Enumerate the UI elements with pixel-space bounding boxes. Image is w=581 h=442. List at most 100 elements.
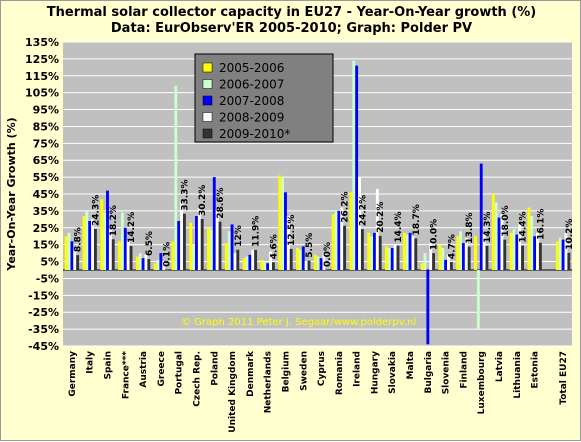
x-tick-label: Bulgaria bbox=[424, 351, 434, 393]
bar bbox=[564, 232, 568, 270]
bar bbox=[82, 215, 86, 270]
bar bbox=[73, 249, 77, 270]
y-tick-label: -5% bbox=[36, 272, 59, 285]
legend-label: 2007-2008 bbox=[219, 94, 284, 108]
bar bbox=[224, 242, 228, 270]
bar bbox=[85, 210, 89, 270]
x-tick-label: Total EU27 bbox=[559, 351, 569, 405]
y-tick-label: 95% bbox=[33, 104, 59, 117]
x-tick-label: Slovenia bbox=[442, 351, 452, 394]
bar bbox=[567, 252, 571, 270]
bar bbox=[254, 249, 258, 270]
y-tick-label: 65% bbox=[33, 154, 59, 167]
bar bbox=[485, 245, 489, 270]
bar bbox=[476, 270, 480, 330]
bar bbox=[367, 232, 371, 270]
bar bbox=[111, 239, 115, 270]
y-tick-label: 115% bbox=[25, 70, 59, 83]
bar bbox=[405, 234, 409, 270]
bar bbox=[396, 245, 400, 270]
y-tick-label: 55% bbox=[33, 171, 59, 184]
bar bbox=[375, 188, 379, 270]
bar bbox=[558, 237, 562, 270]
bar bbox=[355, 65, 359, 270]
x-tick-label: Finland bbox=[459, 351, 469, 389]
y-tick-label: 45% bbox=[33, 188, 59, 201]
bar bbox=[538, 242, 542, 270]
legend-swatch bbox=[202, 79, 213, 89]
data-label: 14.4% bbox=[519, 211, 529, 242]
bar bbox=[497, 217, 501, 270]
bar bbox=[527, 207, 531, 270]
bar bbox=[533, 236, 537, 270]
bar bbox=[352, 60, 356, 270]
bar bbox=[467, 246, 471, 270]
x-tick-label: Malta bbox=[406, 351, 416, 380]
x-tick-label: Czech Rep. bbox=[192, 351, 202, 407]
x-tick-label: Spain bbox=[103, 351, 113, 380]
watermark: © Graph 2011 Peter J. Segaar/www.polderp… bbox=[181, 317, 416, 328]
x-tick-label: Portugal bbox=[175, 351, 185, 395]
bar bbox=[227, 231, 231, 270]
bar bbox=[182, 213, 186, 270]
bar bbox=[242, 258, 246, 270]
bar bbox=[482, 234, 486, 270]
y-tick-label: 105% bbox=[25, 87, 59, 100]
bar bbox=[248, 254, 252, 270]
bar bbox=[207, 227, 210, 270]
bar bbox=[88, 221, 92, 270]
data-label: 20.2% bbox=[376, 202, 386, 233]
bar bbox=[215, 209, 219, 270]
data-label: 18.2% bbox=[109, 205, 119, 236]
bar bbox=[307, 260, 311, 270]
data-label: 5.5% bbox=[305, 233, 315, 258]
bar bbox=[123, 227, 127, 270]
x-tick-label: France*** bbox=[121, 351, 131, 399]
bar bbox=[100, 199, 104, 270]
bar bbox=[349, 192, 353, 270]
data-label: 0.1% bbox=[163, 242, 173, 267]
bar bbox=[408, 232, 412, 270]
bar bbox=[200, 219, 204, 270]
bar bbox=[420, 263, 424, 270]
legend-swatch bbox=[202, 95, 213, 106]
x-tick-label: Latvia bbox=[495, 351, 505, 382]
y-tick-label: -15% bbox=[28, 289, 59, 302]
bar bbox=[561, 239, 565, 270]
x-tick-label: Greece bbox=[157, 351, 167, 386]
bar bbox=[64, 236, 68, 270]
data-label: 28.6% bbox=[216, 187, 226, 218]
bar bbox=[459, 231, 462, 270]
data-label: 18.7% bbox=[412, 204, 422, 235]
x-tick-label: Germany bbox=[68, 351, 78, 397]
bar bbox=[298, 249, 302, 270]
bar bbox=[153, 263, 157, 270]
bar bbox=[464, 237, 468, 270]
x-tick-label: Netherlands bbox=[264, 351, 274, 413]
y-tick-label: 5% bbox=[40, 256, 59, 269]
bar bbox=[129, 246, 133, 270]
bar bbox=[316, 256, 320, 270]
bar bbox=[444, 259, 448, 270]
x-tick-label: Hungary bbox=[370, 351, 380, 394]
y-tick-label: 125% bbox=[25, 53, 59, 66]
bar bbox=[503, 239, 507, 270]
bar bbox=[530, 215, 534, 270]
bar bbox=[319, 258, 323, 270]
bar bbox=[135, 256, 139, 270]
bar bbox=[192, 244, 196, 270]
data-label: 11.9% bbox=[252, 216, 262, 247]
bar bbox=[266, 263, 270, 270]
bar bbox=[449, 262, 453, 270]
x-tick-label: Luxembourg bbox=[477, 351, 487, 414]
bar bbox=[509, 232, 513, 270]
x-tick-label: Ireland bbox=[353, 351, 363, 387]
bar bbox=[180, 202, 183, 270]
y-tick-label: -35% bbox=[28, 323, 59, 336]
bar bbox=[278, 175, 282, 270]
bar bbox=[325, 270, 329, 271]
bar bbox=[343, 225, 347, 270]
bar bbox=[263, 261, 267, 270]
